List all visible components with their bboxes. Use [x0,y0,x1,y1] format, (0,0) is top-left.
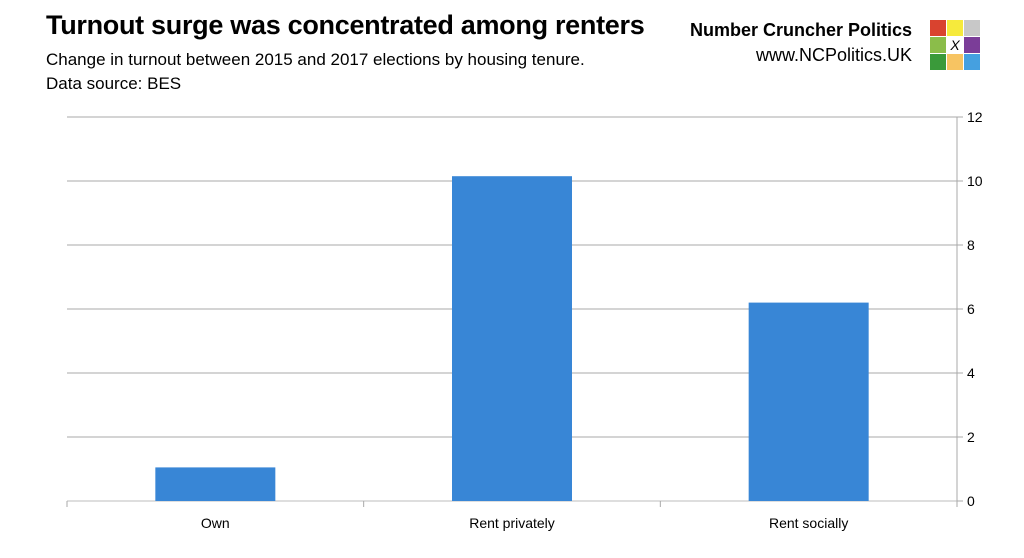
logo-square [930,20,946,36]
x-tick-label: Rent socially [769,515,848,531]
x-tick-label: Rent privately [469,515,555,531]
brand-url: www.NCPolitics.UK [755,45,912,65]
logo-square [964,54,980,70]
bar-rent-socially [748,302,869,501]
y-tick-label: 12 [967,109,983,125]
ncp-logo: X [930,20,980,70]
data-source: Data source: BES [46,74,182,93]
logo-square [964,20,980,36]
y-tick-label: 8 [967,237,975,253]
y-tick-label: 0 [967,493,975,509]
logo-square [964,37,980,53]
bar-rent-privately [452,176,572,501]
chart-subtitle: Change in turnout between 2015 and 2017 … [46,50,585,69]
logo-square [930,37,946,53]
x-tick-label: Own [201,515,230,531]
bar-own [155,467,276,501]
y-tick-label: 6 [967,301,975,317]
logo-square [947,20,963,36]
brand-name: Number Cruncher Politics [689,20,912,40]
chart-title: Turnout surge was concentrated among ren… [46,10,645,40]
logo-square [930,54,946,70]
y-tick-label: 2 [967,429,975,445]
logo-square [947,54,963,70]
y-tick-label: 4 [967,365,975,381]
logo-square: X [947,37,963,53]
y-tick-label: 10 [967,173,983,189]
